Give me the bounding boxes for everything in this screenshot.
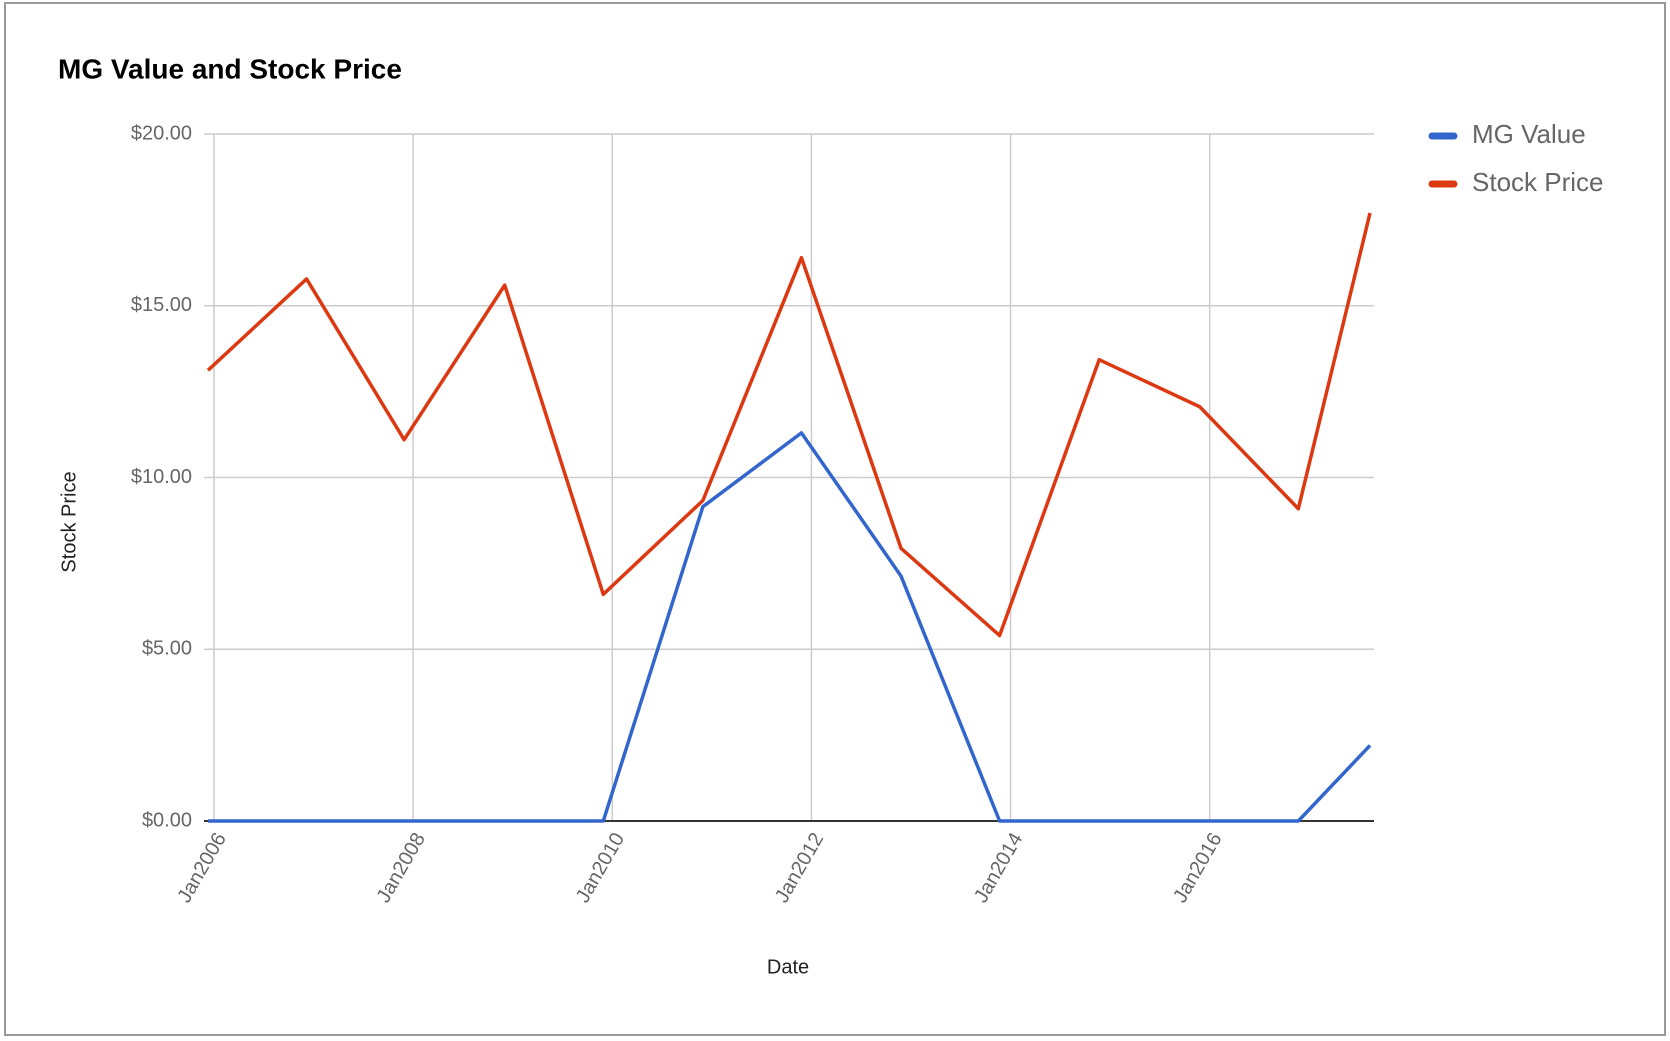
legend-label: MG Value (1472, 119, 1586, 149)
y-tick-label: $0.00 (142, 809, 192, 831)
y-tick-label: $15.00 (131, 294, 192, 316)
y-axis-title: Stock Price (58, 471, 80, 572)
x-axis-title: Date (767, 956, 809, 978)
chart-frame (4, 2, 1666, 1036)
y-tick-label: $10.00 (131, 466, 192, 488)
series-line (206, 212, 1372, 638)
y-tick-label: $20.00 (131, 122, 192, 144)
chart-title: MG Value and Stock Price (58, 53, 402, 84)
legend-label: Stock Price (1472, 167, 1604, 197)
series-line (207, 431, 1372, 823)
y-tick-label: $5.00 (142, 638, 192, 660)
